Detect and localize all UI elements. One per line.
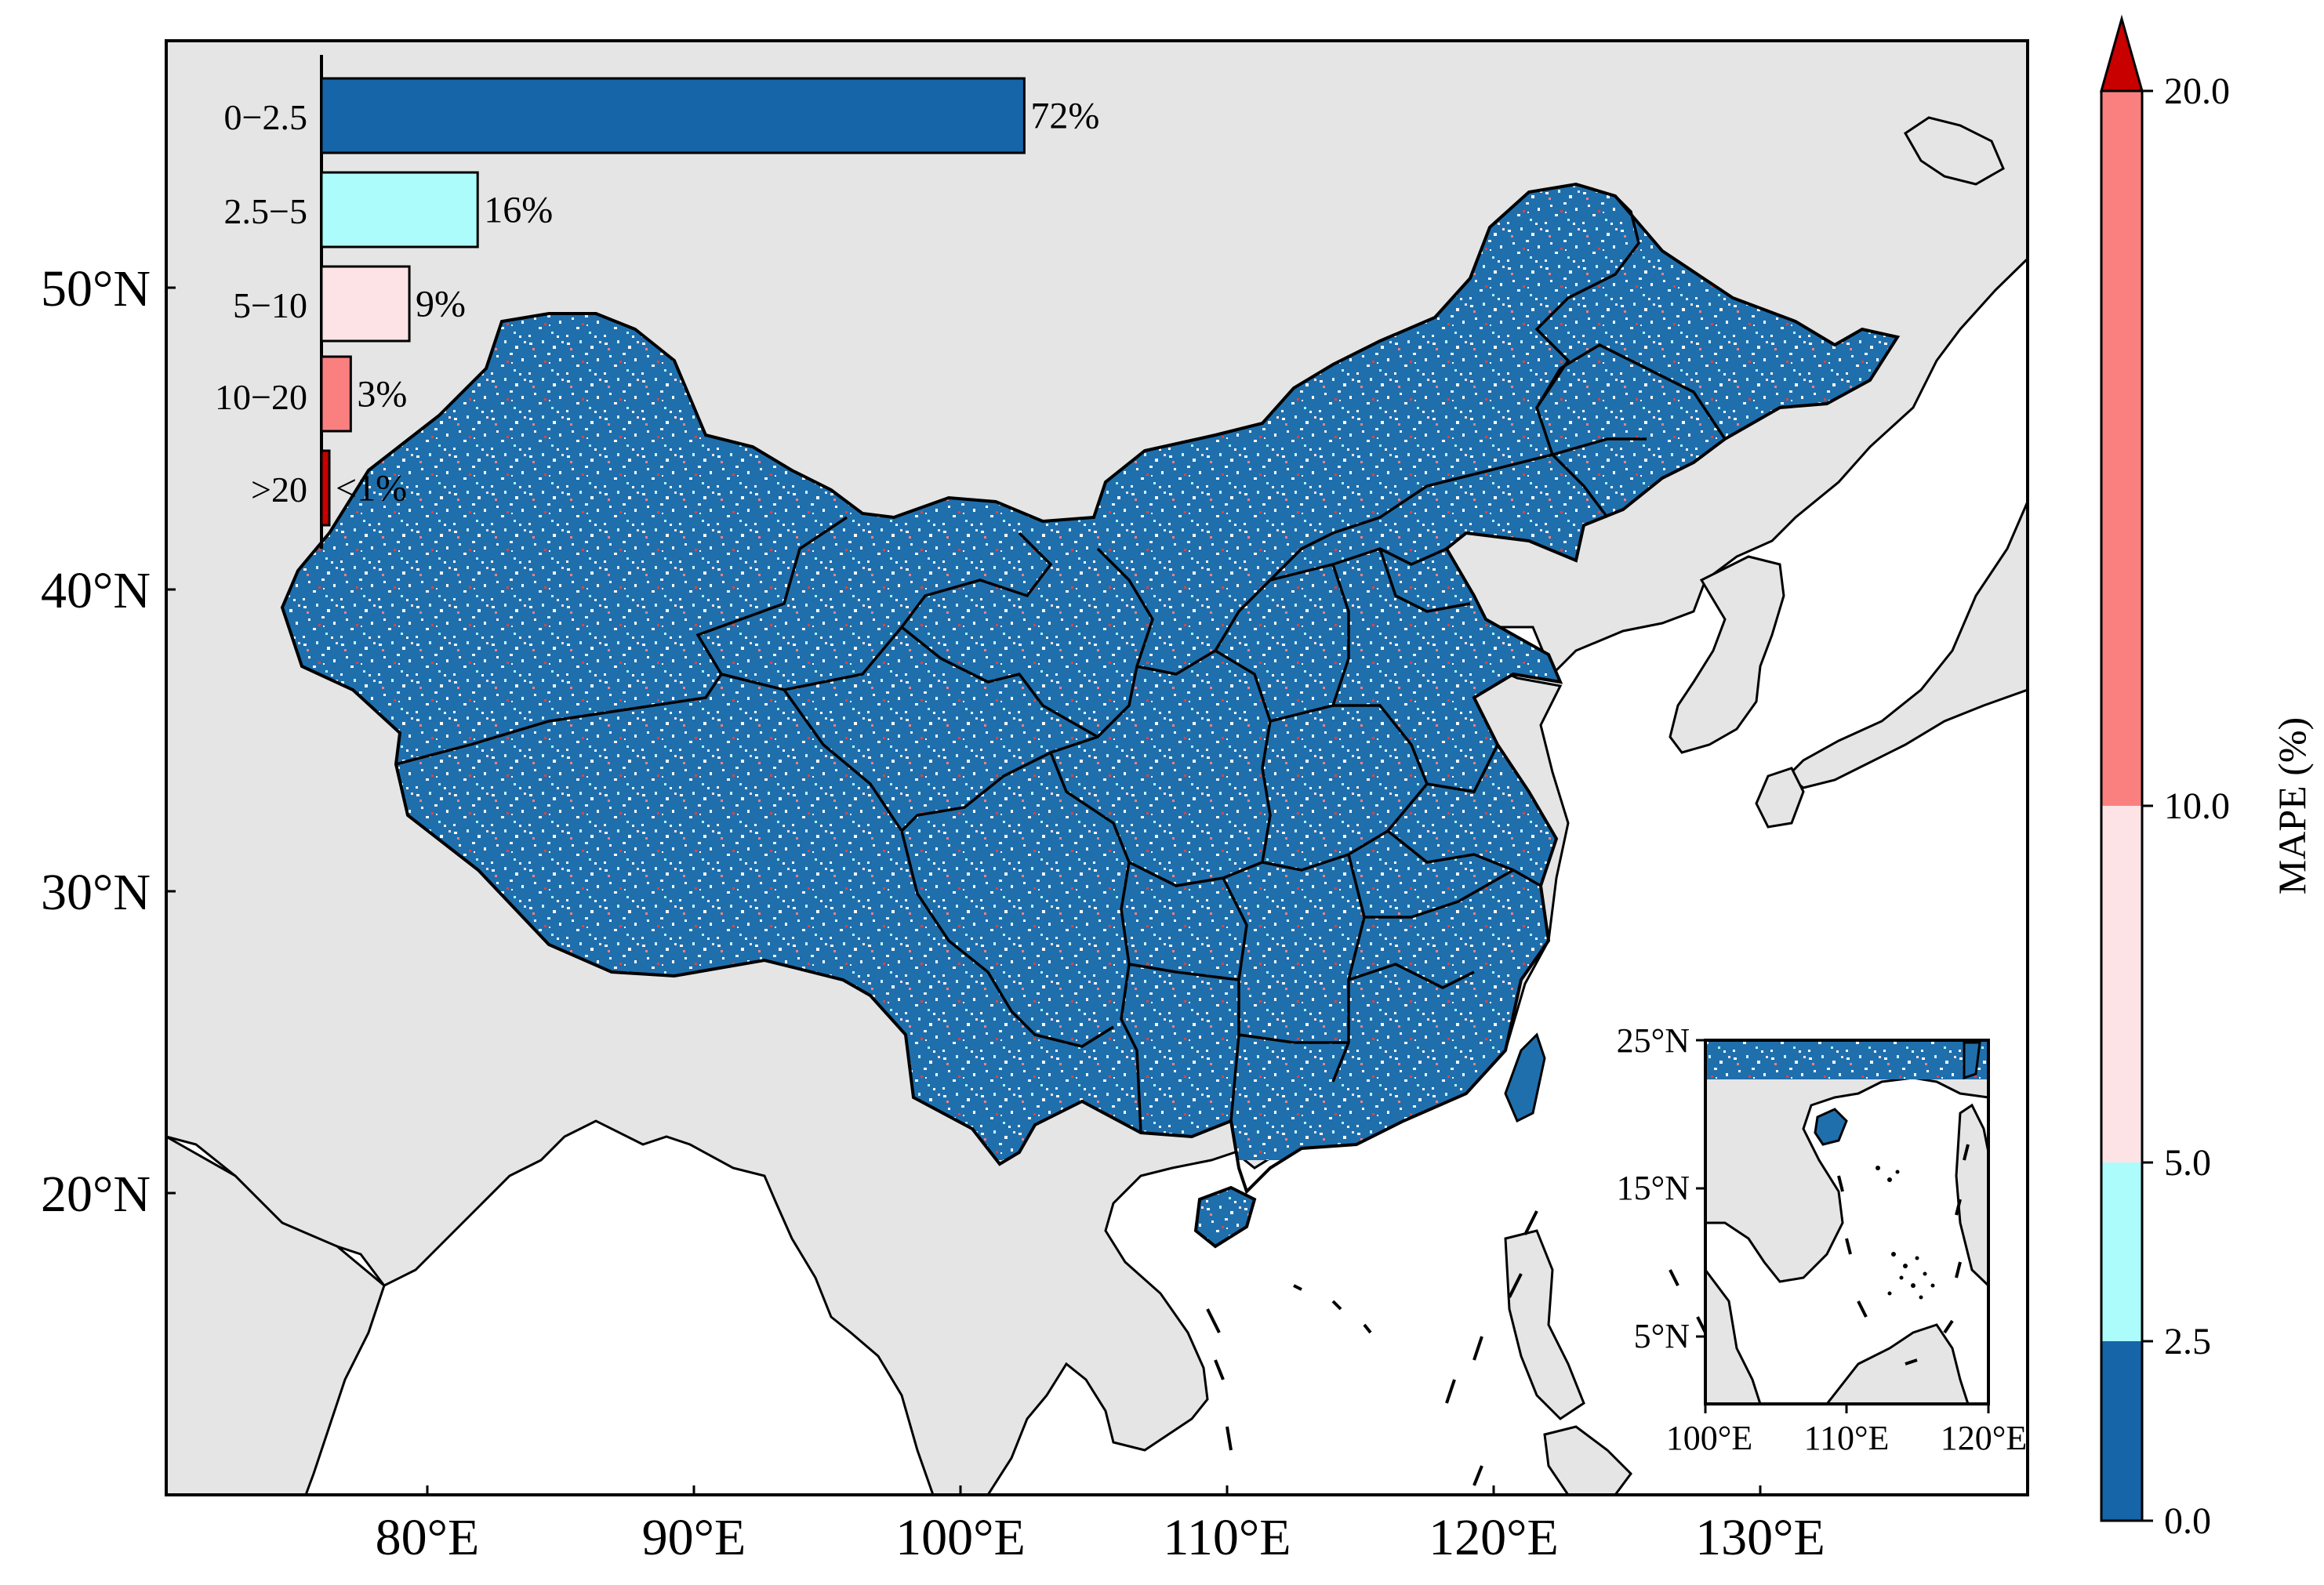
land-taiwan bbox=[1504, 1032, 1546, 1123]
province-borders bbox=[395, 194, 1727, 1133]
lon-tick-120: 120°E bbox=[1429, 1509, 1559, 1566]
inset-china-strip bbox=[1705, 1040, 1988, 1079]
hainan-border bbox=[1193, 1185, 1257, 1249]
colorbar-seg-1 bbox=[2101, 1162, 2142, 1341]
colorbar-seg-3 bbox=[2101, 91, 2142, 806]
colorbar-tick-5: 5.0 bbox=[2164, 1142, 2211, 1184]
inset-lon-labels: 100°E 110°E 120°E bbox=[1666, 1419, 2027, 1457]
histogram-category-labels: 0−2.5 2.5−5 5−10 10−20 >20 bbox=[215, 97, 307, 510]
colorbar: 0.0 2.5 5.0 10.0 20.0 MAPE (%) bbox=[2100, 14, 2314, 1542]
histogram-bar-label: 16% bbox=[484, 190, 553, 231]
histogram-bar bbox=[320, 265, 411, 343]
hist-category-3: 10−20 bbox=[215, 377, 307, 417]
hist-category-1: 2.5−5 bbox=[224, 191, 307, 231]
inset-islands bbox=[1876, 1166, 1935, 1300]
hist-category-0: 0−2.5 bbox=[224, 97, 307, 137]
land-luzon bbox=[1504, 1229, 1585, 1420]
lon-tick-80: 80°E bbox=[376, 1509, 480, 1566]
lat-tick-labels: 20°N 30°N 40°N 50°N bbox=[41, 260, 151, 1223]
land-india bbox=[166, 1135, 386, 1495]
land-korea bbox=[1669, 555, 1785, 754]
histogram-bar bbox=[320, 449, 331, 527]
inset-lat-5: 5°N bbox=[1634, 1317, 1690, 1355]
inset-land-malay bbox=[1705, 1268, 1762, 1404]
lat-tick-20: 20°N bbox=[41, 1166, 151, 1223]
inset-land-borneo bbox=[1825, 1323, 1970, 1404]
histogram-bar-label: 72% bbox=[1030, 96, 1099, 137]
lat-tick-40: 40°N bbox=[41, 562, 151, 619]
colorbar-tick-2-5: 2.5 bbox=[2164, 1321, 2211, 1362]
south-china-sea-inset: 25°N 15°N 5°N 100°E 110°E 120°E bbox=[1617, 1021, 2028, 1457]
inset-taiwan bbox=[1963, 1041, 1981, 1080]
lon-tick-110: 110°E bbox=[1163, 1509, 1291, 1566]
lon-tick-130: 130°E bbox=[1695, 1509, 1825, 1566]
histogram-bar bbox=[320, 77, 1026, 154]
inset-nine-dash-line bbox=[1837, 1144, 1970, 1366]
inset-tick-marks bbox=[1696, 1039, 1990, 1413]
inset-land-philippines bbox=[1955, 1103, 1988, 1288]
inset-lat-labels: 25°N 15°N 5°N bbox=[1617, 1021, 1690, 1355]
hist-category-2: 5−10 bbox=[233, 285, 307, 325]
inset-lon-100: 100°E bbox=[1666, 1419, 1752, 1457]
colorbar-seg-0 bbox=[2101, 1341, 2142, 1521]
main-map-panel: 80°E 90°E 100°E 110°E 120°E 130°E 20°N 3… bbox=[41, 39, 2029, 1566]
histogram-bar bbox=[320, 355, 352, 433]
histogram-bar-label: 3% bbox=[357, 374, 407, 415]
land-japan-kyushu bbox=[1755, 767, 1805, 829]
hist-category-4: >20 bbox=[251, 470, 307, 510]
land-sakhalin bbox=[1904, 116, 2005, 186]
china-border bbox=[280, 182, 1901, 1195]
main-map-frame bbox=[165, 39, 2029, 1496]
land-visayas bbox=[1543, 1425, 1632, 1495]
mape-histogram: 0−2.5 2.5−5 5−10 10−20 >20 72% 16% 9% 3% <1% bbox=[215, 55, 1099, 549]
colorbar-extend-triangle bbox=[2100, 14, 2144, 92]
lon-tick-labels: 80°E 90°E 100°E 110°E 120°E 130°E bbox=[376, 1509, 1825, 1566]
inset-lon-120: 120°E bbox=[1941, 1419, 2027, 1457]
lat-tick-50: 50°N bbox=[41, 260, 151, 317]
colorbar-tick-marks bbox=[2142, 89, 2153, 1522]
histogram-bar bbox=[320, 171, 479, 248]
inset-lon-110: 110°E bbox=[1804, 1419, 1890, 1457]
inset-lat-25: 25°N bbox=[1617, 1021, 1690, 1060]
colorbar-tick-0: 0.0 bbox=[2164, 1500, 2211, 1542]
histogram-bar-label: <1% bbox=[336, 468, 407, 510]
colorbar-seg-2 bbox=[2101, 806, 2142, 1162]
inset-hainan bbox=[1814, 1108, 1848, 1146]
lon-tick-100: 100°E bbox=[895, 1509, 1026, 1566]
lon-tick-90: 90°E bbox=[642, 1509, 746, 1566]
lon-tick-marks bbox=[166, 286, 1762, 1495]
inset-lat-15: 15°N bbox=[1617, 1169, 1690, 1207]
histogram-bar-label: 9% bbox=[416, 284, 466, 325]
island-marks bbox=[1206, 1210, 1707, 1486]
colorbar-tick-10: 10.0 bbox=[2164, 785, 2230, 827]
inset-land-indochina bbox=[1705, 1040, 1988, 1283]
colorbar-tick-20: 20.0 bbox=[2164, 71, 2230, 112]
lat-tick-30: 30°N bbox=[41, 864, 151, 921]
colorbar-tick-labels: 0.0 2.5 5.0 10.0 20.0 bbox=[2164, 71, 2230, 1542]
colorbar-label: MAPE (%) bbox=[2270, 717, 2314, 894]
